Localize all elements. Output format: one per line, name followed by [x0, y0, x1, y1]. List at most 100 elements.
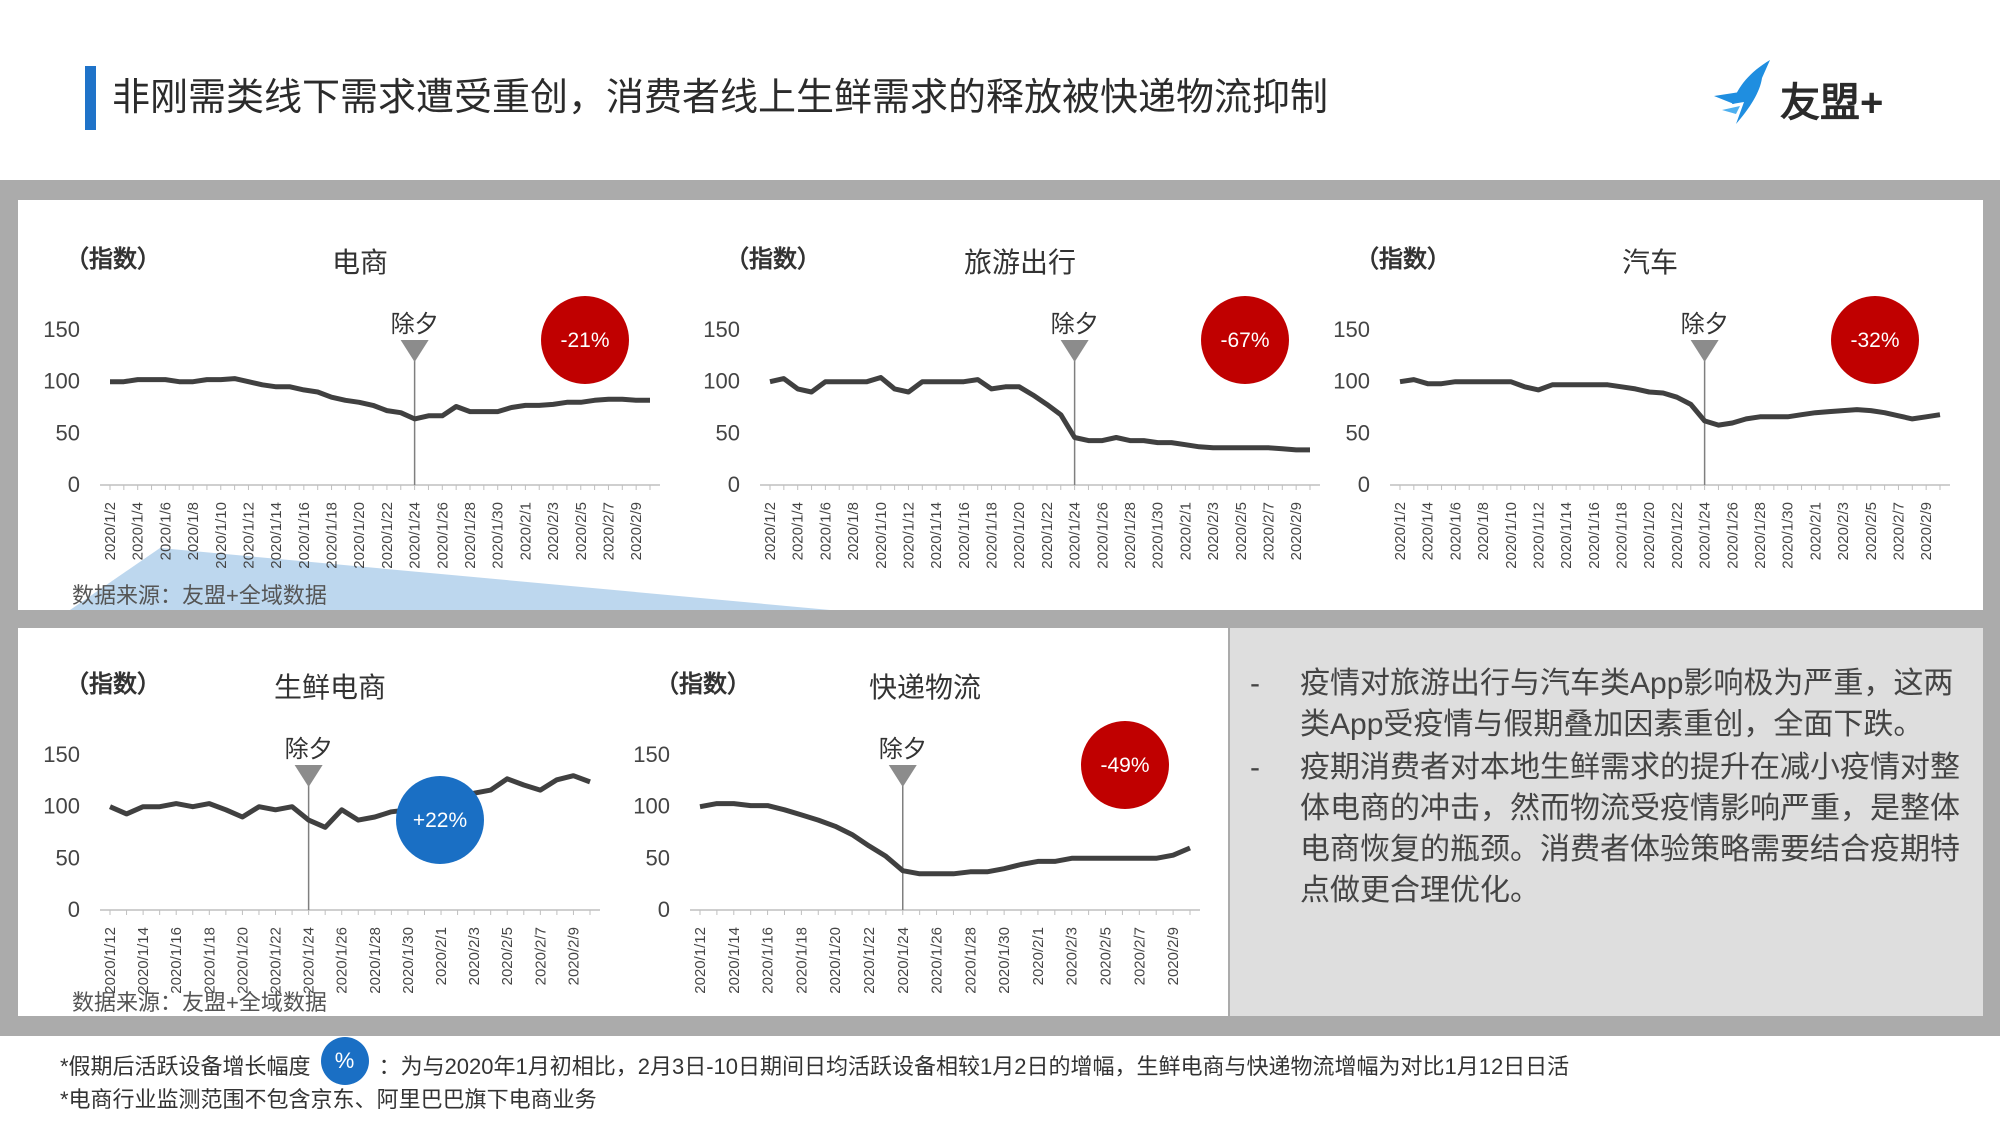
x-tick-label: 2020/2/1 — [1177, 502, 1194, 560]
y-tick-label: 0 — [68, 472, 80, 497]
y-tick-label: 0 — [728, 472, 740, 497]
x-tick-label: 2020/1/20 — [1641, 502, 1658, 569]
data-source-bottom: 数据来源：友盟+全域数据 — [72, 990, 327, 1015]
y-tick-label: 100 — [43, 794, 80, 819]
change-badge — [396, 776, 484, 864]
x-tick-label: 2020/1/10 — [213, 502, 230, 569]
y-tick-label: 150 — [703, 317, 740, 342]
bullet-dash: - — [1250, 751, 1260, 784]
y-tick-label: 50 — [56, 845, 80, 870]
x-tick-label: 2020/1/20 — [234, 927, 251, 994]
change-badge — [1831, 296, 1919, 384]
event-label: 除夕 — [1051, 311, 1099, 338]
insight-text: 疫期消费者对本地生鲜需求的提升在减小疫情对整体电商的冲击，然而物流受疫情影响严重… — [1300, 751, 1960, 907]
change-badge-label: -67% — [1220, 329, 1269, 352]
x-tick-label: 2020/1/30 — [490, 502, 507, 569]
y-tick-label: 150 — [43, 317, 80, 342]
x-tick-label: 2020/1/22 — [1669, 502, 1686, 569]
x-tick-label: 2020/1/20 — [351, 502, 368, 569]
x-tick-label: 2020/1/26 — [929, 927, 946, 994]
change-badge — [1201, 296, 1289, 384]
y-axis-label: （指数） — [65, 246, 161, 273]
event-label: 除夕 — [285, 736, 333, 763]
x-tick-label: 2020/1/28 — [462, 502, 479, 569]
x-tick-label: 2020/1/12 — [692, 927, 709, 994]
series-line — [769, 375, 1310, 453]
x-tick-label: 2020/1/30 — [1780, 502, 1797, 569]
y-tick-label: 100 — [43, 369, 80, 394]
x-tick-label: 2020/1/16 — [1586, 502, 1603, 569]
chart-title: 电商 — [332, 247, 388, 278]
x-tick-label: 2020/1/16 — [168, 927, 185, 994]
x-tick-label: 2020/2/7 — [1890, 502, 1907, 560]
x-tick-label: 2020/1/14 — [268, 502, 285, 569]
x-tick-label: 2020/2/1 — [433, 927, 450, 985]
footnote-1-prefix: *假期后活跃设备增长幅度 — [60, 1054, 311, 1079]
x-tick-label: 2020/1/22 — [268, 927, 285, 994]
x-tick-label: 2020/1/12 — [1530, 502, 1547, 569]
x-tick-label: 2020/2/5 — [573, 502, 590, 560]
y-tick-label: 50 — [1346, 420, 1370, 445]
bullet-dash: - — [1250, 667, 1260, 700]
y-axis-label: （指数） — [655, 671, 751, 698]
x-tick-label: 2020/1/12 — [900, 502, 917, 569]
series-line — [109, 773, 591, 830]
event-label: 除夕 — [1681, 311, 1729, 338]
x-tick-label: 2020/1/22 — [861, 927, 878, 994]
y-tick-label: 0 — [68, 897, 80, 922]
chart-travel: （指数） 旅游出行 0 50 100 150 2020/1/2 2020/1/4 2020/1/… — [690, 215, 1330, 575]
x-tick-label: 2020/2/1 — [517, 502, 534, 560]
y-tick-label: 0 — [1358, 472, 1370, 497]
footnote-1: *假期后活跃设备增长幅度% ：为与2020年1月初相比，2月3日-10日期间日均活… — [60, 1037, 1569, 1086]
x-tick-label: 2020/1/18 — [1614, 502, 1631, 569]
x-tick-label: 2020/2/7 — [1260, 502, 1277, 560]
x-tick-label: 2020/2/5 — [1863, 502, 1880, 560]
insight-item: - 疫情对旅游出行与汽车类App影响极为严重，这两类App受疫情与假期叠加因素重创… — [1250, 663, 1970, 745]
event-label: 除夕 — [879, 736, 927, 763]
x-tick-label: 2020/1/24 — [1067, 502, 1084, 569]
x-tick-label: 2020/1/8 — [1475, 502, 1492, 560]
chart-svg: （指数） 旅游出行 0 50 100 150 2020/1/2 2020/1/4 2020/1/… — [703, 246, 1320, 569]
top-panel — [18, 200, 1983, 610]
x-tick-label: 2020/1/16 — [296, 502, 313, 569]
x-tick-label: 2020/1/26 — [334, 927, 351, 994]
x-tick-label: 2020/1/26 — [1094, 502, 1111, 569]
x-tick-label: 2020/2/9 — [1288, 502, 1305, 560]
x-tick-label: 2020/1/2 — [762, 502, 779, 560]
chart-title: 生鲜电商 — [274, 672, 386, 703]
x-tick-label: 2020/1/16 — [956, 502, 973, 569]
x-tick-label: 2020/2/1 — [1030, 927, 1047, 985]
y-tick-label: 100 — [703, 369, 740, 394]
footnote-2: *电商行业监测范围不包含京东、阿里巴巴旗下电商业务 — [60, 1087, 597, 1112]
x-tick-label: 2020/2/9 — [628, 502, 645, 560]
y-tick-label: 100 — [633, 794, 670, 819]
insights-panel — [1230, 628, 1983, 1016]
x-tick-label: 2020/1/18 — [793, 927, 810, 994]
x-tick-label: 2020/1/26 — [1724, 502, 1741, 569]
chart-auto: （指数） 汽车 0 50 100 150 2020/1/2 2020/1/4 2020/1/6 2… — [1320, 215, 1960, 575]
event-marker-icon — [294, 765, 323, 787]
event-label: 除夕 — [391, 311, 439, 338]
change-badge-label: -21% — [560, 329, 609, 352]
bird-logo-icon — [1714, 60, 1770, 124]
x-tick-label: 2020/1/10 — [1503, 502, 1520, 569]
x-tick-label: 2020/1/2 — [1392, 502, 1409, 560]
x-tick-label: 2020/1/4 — [130, 502, 147, 560]
chart-title: 旅游出行 — [964, 247, 1076, 278]
x-tick-label: 2020/1/14 — [928, 502, 945, 569]
x-tick-label: 2020/1/24 — [1697, 502, 1714, 569]
chart-title: 快递物流 — [869, 672, 981, 703]
y-tick-label: 150 — [1333, 317, 1370, 342]
x-tick-label: 2020/2/5 — [499, 927, 516, 985]
x-tick-label: 2020/2/9 — [1165, 927, 1182, 985]
x-tick-label: 2020/1/18 — [324, 502, 341, 569]
x-tick-label: 2020/1/18 — [984, 502, 1001, 569]
y-axis-label: （指数） — [65, 671, 161, 698]
event-marker-icon — [1060, 340, 1089, 362]
x-tick-label: 2020/2/3 — [466, 927, 483, 985]
x-tick-label: 2020/1/30 — [996, 927, 1013, 994]
x-tick-label: 2020/2/3 — [1205, 502, 1222, 560]
x-tick-label: 2020/2/7 — [532, 927, 549, 985]
chart-ecommerce: （指数） 电商 0 50 100 150 2020/1/2 2020/1/4 2020/1/6 2… — [30, 215, 670, 575]
chart-svg: （指数） 电商 0 50 100 150 2020/1/2 2020/1/4 2020/1/6 2… — [43, 246, 660, 569]
